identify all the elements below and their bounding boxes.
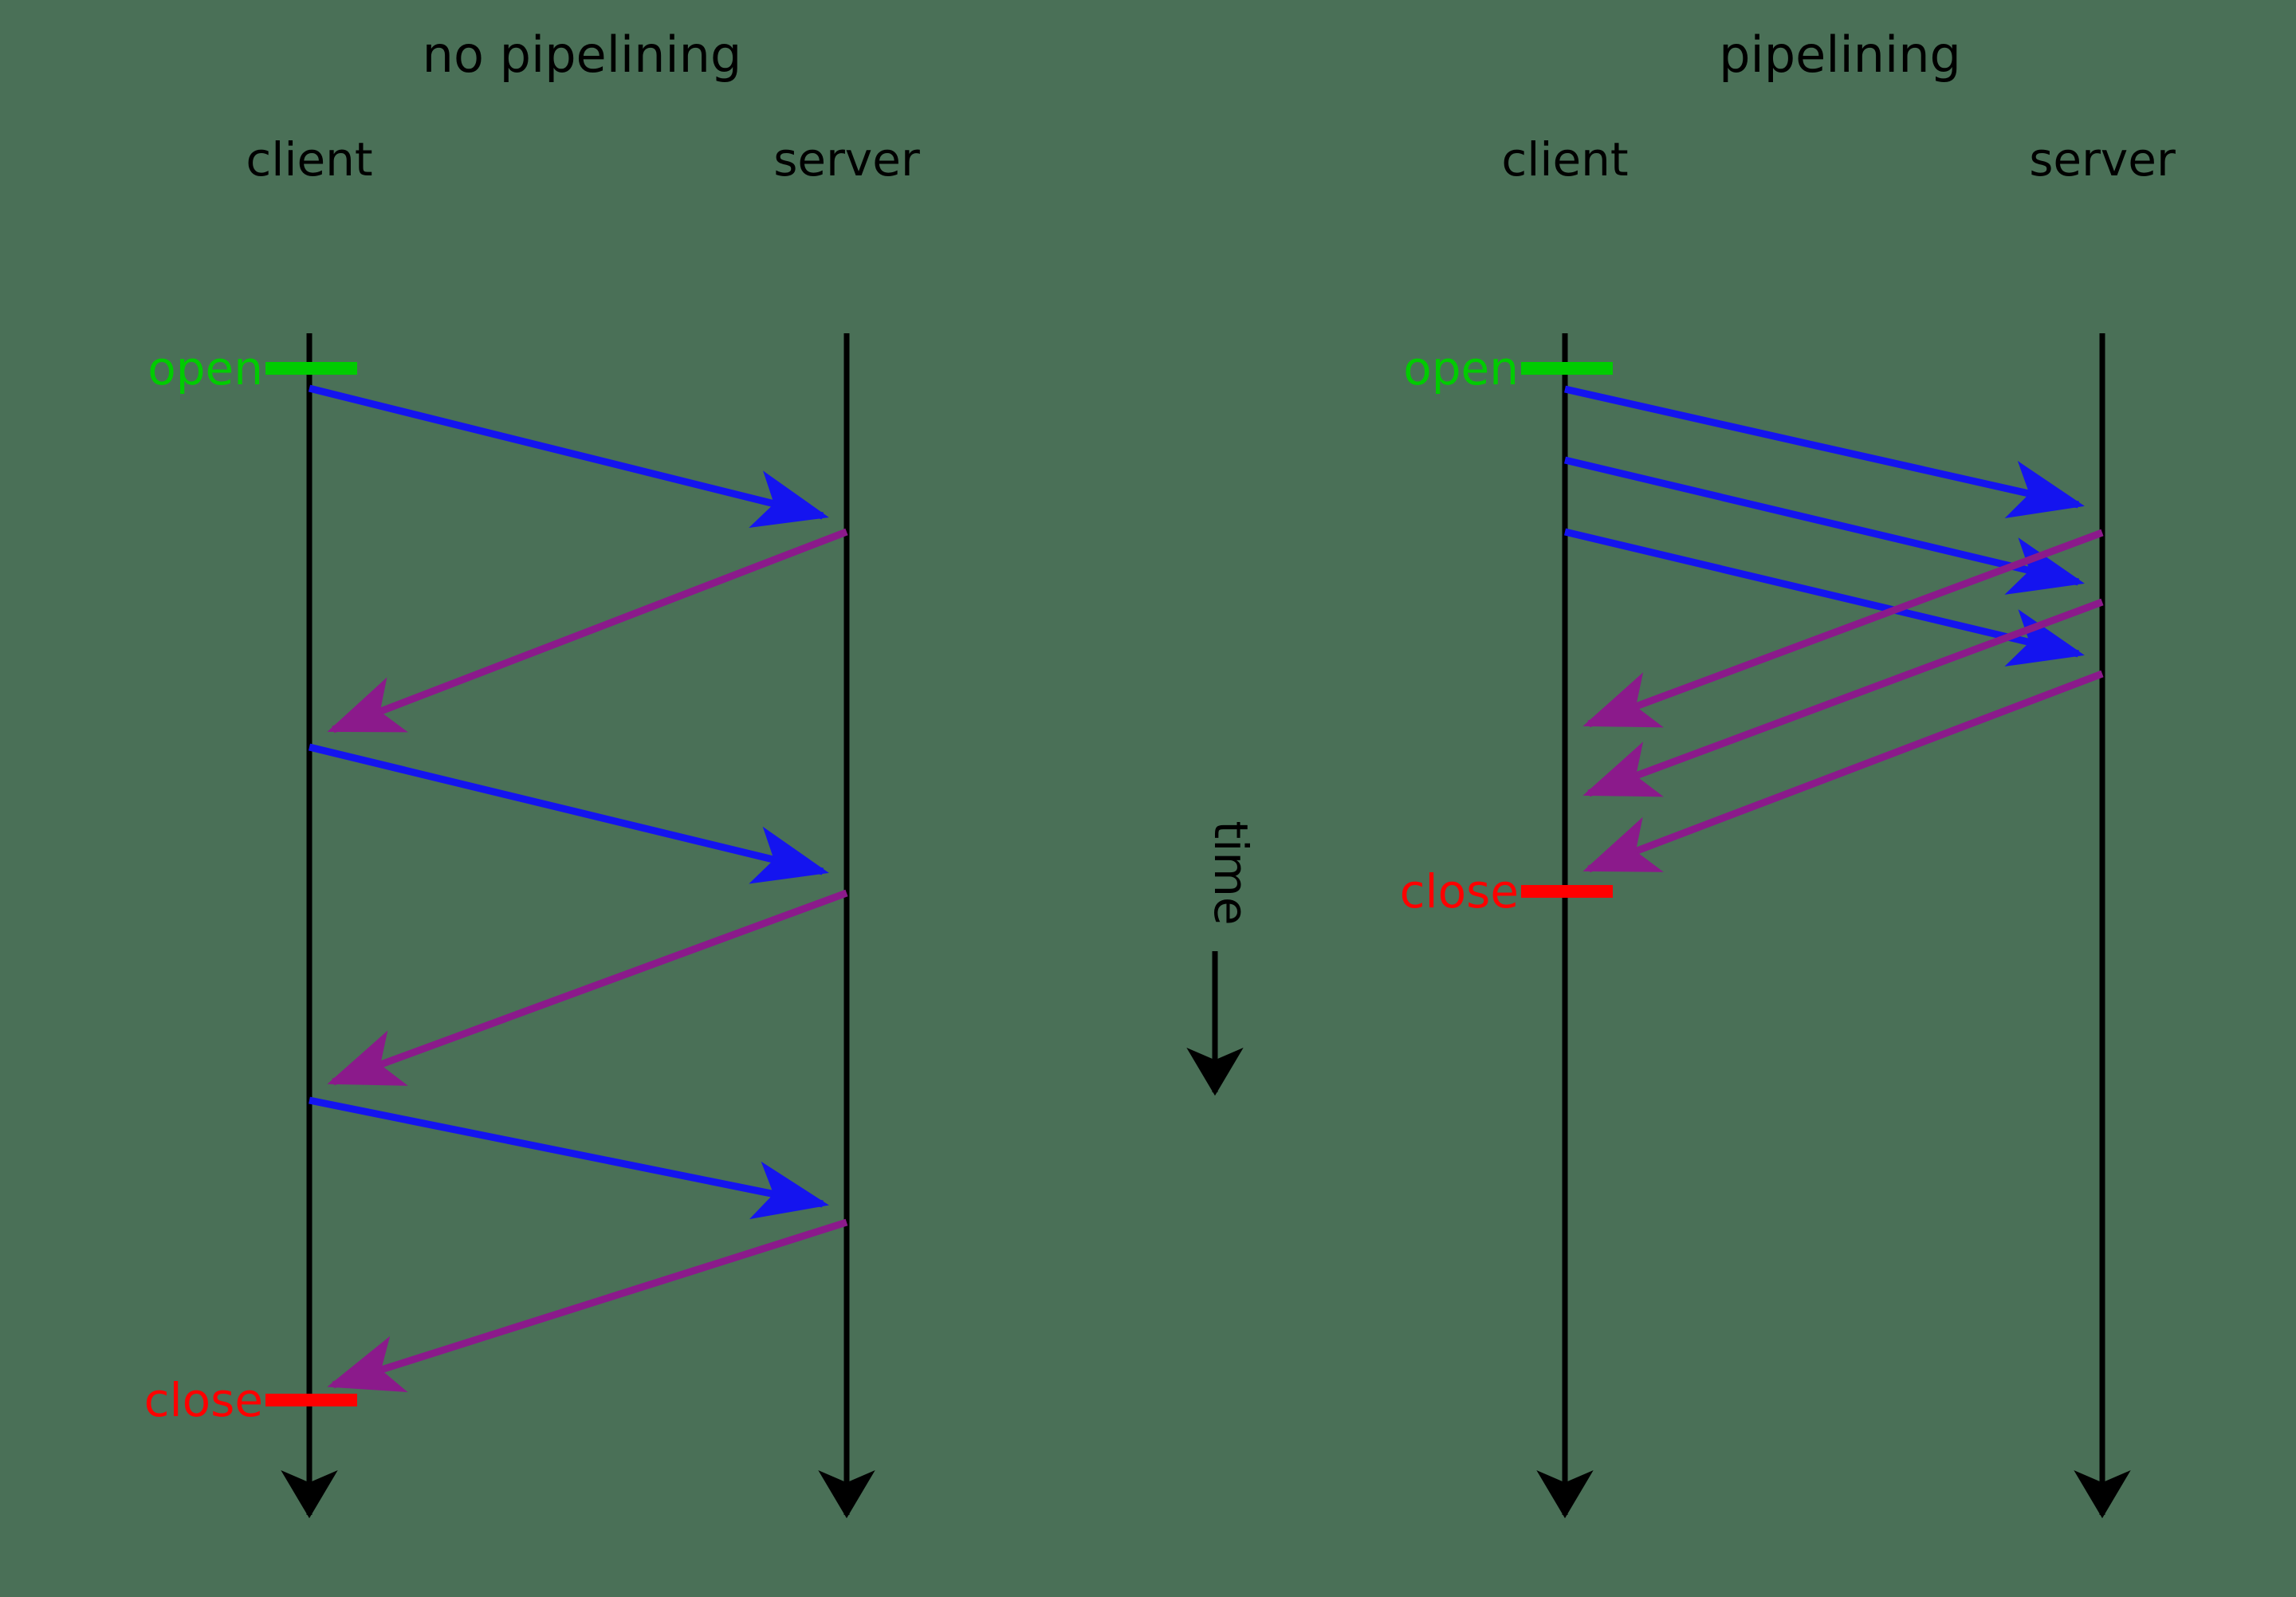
actor-label-server-no-pipelining: server [773, 132, 920, 187]
response-arrow-no-pipelining-1 [327, 528, 848, 734]
actor-label-client-pipelining: client [1501, 132, 1628, 187]
request-arrow-pipelining-2 [1563, 528, 2085, 667]
actor-label-client-no-pipelining: client [246, 132, 372, 187]
request-arrow-pipelining-1 [1563, 456, 2085, 595]
response-arrow-pipelining-5 [1582, 670, 2104, 873]
open-label-pipelining: open [1403, 341, 1519, 395]
panel-title-no-pipelining: no pipelining [423, 26, 742, 84]
response-arrow-no-pipelining-3 [327, 889, 848, 1086]
request-arrow-no-pipelining-0 [308, 384, 829, 528]
actor-label-server-pipelining: server [2029, 132, 2176, 187]
request-arrow-no-pipelining-2 [308, 743, 829, 884]
request-arrow-pipelining-0 [1564, 385, 2085, 519]
close-label-pipelining: close [1400, 864, 1519, 918]
response-arrow-pipelining-3 [1582, 529, 2104, 728]
response-arrow-no-pipelining-5 [327, 1218, 848, 1393]
panel-title-pipelining: pipelining [1719, 26, 1961, 84]
open-label-no-pipelining: open [147, 341, 263, 395]
close-label-no-pipelining: close [144, 1373, 263, 1427]
request-arrow-no-pipelining-4 [309, 1096, 829, 1220]
response-arrow-pipelining-4 [1582, 598, 2104, 797]
time-axis-label: time [1204, 820, 1258, 925]
